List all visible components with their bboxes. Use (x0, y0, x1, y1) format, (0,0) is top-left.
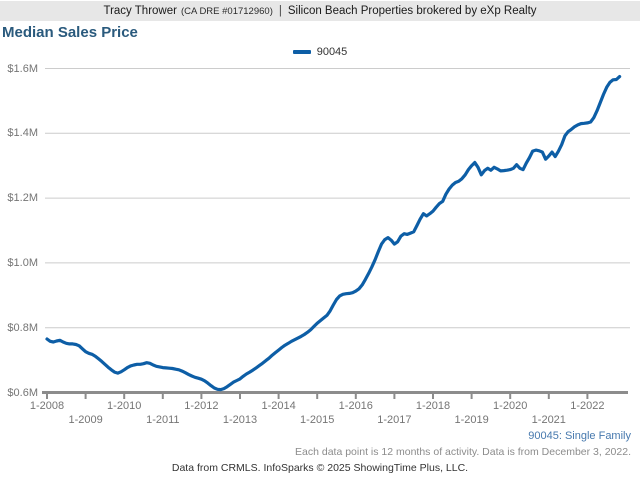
y-axis-label: $1.2M (7, 192, 38, 205)
agent-name: Tracy Thrower (103, 5, 177, 17)
series-description: 90045: Single Family (528, 430, 631, 442)
x-axis-label: 1-2018 (415, 400, 451, 412)
legend-line-swatch (292, 50, 311, 54)
x-axis-label: 1-2020 (493, 400, 528, 412)
y-axis-label: $1.4M (7, 127, 38, 140)
chart-title: Median Sales Price (2, 24, 138, 41)
x-axis-label: 1-2016 (338, 400, 373, 412)
attribution-note: Data from CRMLS. InfoSparks © 2025 Showi… (171, 462, 469, 474)
y-axis-label: $1.6M (7, 62, 38, 75)
y-axis-label: $0.6M (7, 386, 38, 399)
x-axis-label: 1-2014 (261, 400, 296, 412)
price-trend-line (45, 74, 622, 392)
agent-license: (CA DRE #01712960) (180, 6, 273, 17)
brokerage-name: Silicon Beach Properties brokered by eXp… (287, 5, 537, 17)
y-axis-label: $1.0M (7, 256, 38, 269)
x-axis-label: 1-2019 (454, 414, 489, 426)
header-bar: Tracy Thrower (CA DRE #01712960) | Silic… (0, 1, 640, 21)
x-axis-label: 1-2013 (222, 414, 258, 426)
x-axis-label: 1-2011 (146, 414, 180, 426)
x-axis-label: 1-2021 (531, 414, 566, 426)
x-axis-label: 1-2008 (29, 400, 65, 412)
x-axis-label: 1-2010 (107, 400, 142, 412)
x-axis-label: 1-2022 (570, 400, 605, 412)
chart-legend: 90045 (0, 46, 640, 58)
x-axis-label: 1-2009 (68, 414, 103, 426)
data-freshness-note: Each data point is 12 months of activity… (295, 446, 631, 458)
y-axis-label: $0.8M (7, 321, 38, 334)
x-axis-label: 1-2015 (300, 414, 335, 426)
x-axis-label: 1-2017 (377, 414, 412, 426)
legend-label: 90045 (316, 46, 348, 58)
x-axis-label: 1-2012 (184, 400, 219, 412)
header-separator: | (278, 5, 282, 17)
